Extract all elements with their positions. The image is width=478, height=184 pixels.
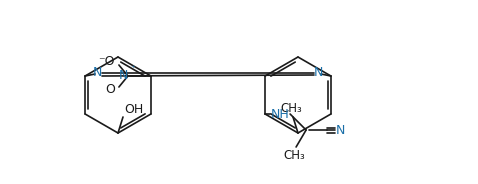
Text: OH: OH [124,103,143,116]
Text: N: N [92,66,102,79]
Text: N: N [336,123,346,137]
Text: N: N [314,66,324,79]
Text: ⁻O: ⁻O [98,56,115,68]
Text: O: O [105,84,115,96]
Text: ⁺: ⁺ [131,65,135,73]
Text: NH: NH [271,107,290,121]
Text: CH₃: CH₃ [283,149,305,162]
Text: N: N [119,70,128,82]
Text: CH₃: CH₃ [280,102,302,115]
